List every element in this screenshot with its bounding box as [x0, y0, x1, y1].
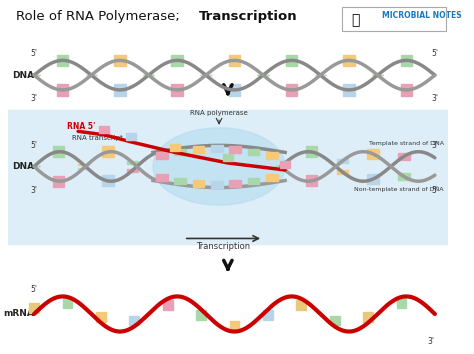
Text: DNA: DNA	[12, 162, 34, 171]
Bar	[229, 321, 239, 331]
Bar	[286, 55, 298, 66]
Bar	[127, 169, 138, 172]
Text: Template strand of DNA: Template strand of DNA	[369, 141, 444, 146]
Bar	[53, 176, 64, 187]
Bar	[343, 84, 355, 96]
Bar	[401, 55, 412, 66]
Text: 3': 3'	[428, 337, 435, 346]
Text: 3': 3'	[30, 95, 37, 103]
Text: Role of RNA Polymerase;: Role of RNA Polymerase;	[17, 10, 184, 23]
Text: 3': 3'	[431, 95, 438, 103]
Bar	[337, 170, 348, 174]
Bar	[57, 55, 68, 66]
Bar	[363, 312, 373, 322]
Bar	[114, 84, 126, 96]
Bar	[223, 154, 233, 161]
Bar	[78, 167, 89, 169]
Bar	[170, 144, 180, 151]
Text: 🔬: 🔬	[351, 14, 360, 28]
Bar	[196, 310, 206, 320]
Text: 5': 5'	[30, 141, 37, 150]
Text: RNA 5': RNA 5'	[67, 121, 95, 131]
Bar	[96, 312, 106, 322]
Bar	[8, 110, 448, 244]
Bar	[102, 147, 114, 158]
Text: DNA: DNA	[12, 71, 34, 80]
Bar	[343, 55, 355, 66]
Bar	[174, 178, 186, 184]
Bar	[114, 55, 126, 66]
Bar	[163, 300, 173, 310]
Bar	[337, 159, 348, 163]
Text: RNA transcript: RNA transcript	[72, 135, 122, 141]
Bar	[193, 180, 204, 187]
Text: 3': 3'	[431, 141, 438, 150]
Text: 5': 5'	[431, 49, 438, 58]
Bar	[156, 153, 167, 159]
Bar	[266, 174, 278, 181]
Bar	[78, 164, 89, 165]
Bar	[342, 7, 446, 31]
Bar	[398, 153, 410, 160]
Bar	[63, 298, 73, 308]
Bar	[172, 84, 183, 96]
Text: Non-template strand of DNA: Non-template strand of DNA	[354, 187, 444, 192]
Bar	[229, 84, 240, 96]
Bar	[229, 146, 241, 153]
Bar	[286, 84, 298, 96]
Text: Transcription: Transcription	[199, 10, 298, 23]
Bar	[127, 161, 138, 164]
Bar	[367, 174, 379, 184]
Bar	[280, 161, 290, 168]
Bar	[229, 180, 241, 187]
Bar	[211, 145, 223, 152]
Bar	[306, 176, 317, 187]
Bar	[102, 176, 114, 187]
Text: mRNA: mRNA	[3, 309, 34, 319]
Text: Transcription: Transcription	[196, 242, 251, 251]
Bar	[99, 126, 109, 133]
Bar	[330, 315, 339, 325]
Bar	[29, 303, 39, 313]
Bar	[156, 174, 167, 181]
Text: 5': 5'	[30, 49, 37, 58]
Bar	[53, 146, 64, 157]
Bar	[296, 300, 306, 310]
Bar	[398, 173, 410, 181]
Bar	[266, 153, 278, 159]
Text: RNA polymerase: RNA polymerase	[190, 109, 248, 115]
Bar	[397, 298, 406, 308]
Bar	[263, 310, 273, 320]
Bar	[248, 149, 259, 155]
Bar	[174, 149, 186, 155]
Bar	[172, 55, 183, 66]
Bar	[193, 146, 204, 153]
Bar	[229, 55, 240, 66]
Bar	[367, 149, 379, 159]
Text: 5': 5'	[431, 186, 438, 195]
Ellipse shape	[153, 128, 285, 205]
Bar	[126, 133, 136, 140]
Text: 3': 3'	[30, 186, 37, 195]
Bar	[129, 315, 139, 325]
Bar	[401, 84, 412, 96]
Bar	[248, 178, 259, 184]
Bar	[57, 84, 68, 96]
Text: MICROBIAL NOTES: MICROBIAL NOTES	[382, 11, 462, 20]
Text: 5': 5'	[30, 285, 37, 293]
Bar	[306, 147, 317, 158]
Bar	[211, 181, 223, 188]
